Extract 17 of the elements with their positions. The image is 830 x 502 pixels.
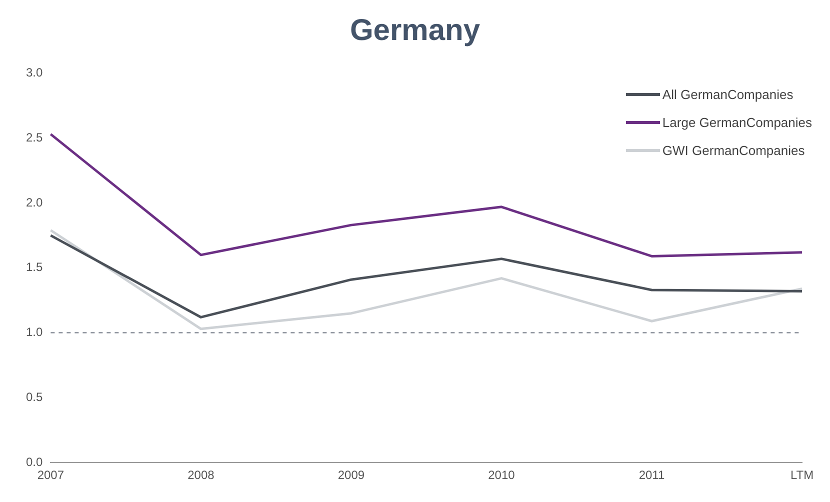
legend-label: GWI GermanCompanies	[662, 142, 805, 158]
x-tick-label: 2008	[188, 468, 215, 482]
y-tick-label: 2.0	[26, 195, 43, 210]
x-tick-label: 2007	[37, 468, 64, 482]
x-tick-label: 2010	[488, 468, 516, 482]
x-tick-label: 2011	[638, 468, 665, 482]
y-tick-label: 1.0	[26, 325, 43, 340]
chart-title: Germany	[348, 13, 482, 49]
legend-label: Large GermanCompanies	[662, 114, 812, 130]
y-tick-label: 1.5	[26, 260, 43, 274]
y-tick-label: 3.0	[26, 66, 43, 80]
y-tick-label: 2.5	[26, 130, 43, 144]
y-tick-label: 0.0	[26, 454, 43, 469]
x-tick-label: LTM	[790, 468, 814, 482]
legend-label: All GermanCompanies	[662, 86, 794, 102]
x-tick-label: 2009	[338, 468, 365, 482]
y-tick-label: 0.5	[26, 390, 43, 404]
